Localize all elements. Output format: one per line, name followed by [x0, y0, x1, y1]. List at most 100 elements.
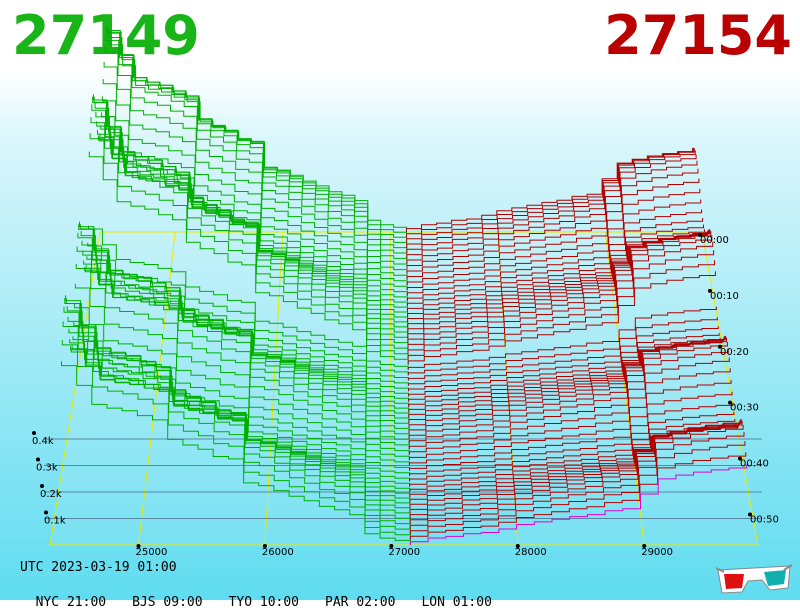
time-tick-mark: [698, 233, 702, 237]
ask-depth-line: [409, 424, 744, 524]
bid-depth-line: [103, 61, 408, 270]
time-tick-label: 00:10: [710, 291, 739, 302]
ask-depth-line: [407, 333, 720, 386]
x-tick-label: 25000: [136, 547, 168, 558]
z-tick-label: 0.4k: [32, 436, 54, 447]
ask-depth-line: [408, 337, 721, 392]
bid-depth-line: [105, 35, 408, 259]
ask-depth-line: [407, 232, 707, 312]
z-tick-label: 0.2k: [40, 489, 62, 500]
bid-depth-line: [91, 104, 409, 349]
3d-glasses-icon[interactable]: [714, 562, 794, 600]
bid-depth-line: [89, 133, 409, 360]
bid-depth-line: [102, 79, 408, 275]
ask-depth-line: [408, 357, 730, 445]
ask-depth-line: [407, 306, 717, 370]
z-tick-label: 0.3k: [36, 463, 58, 474]
ask-depth-line: [406, 229, 705, 301]
bid-depth-line: [61, 361, 411, 545]
bid-depth-line: [65, 298, 411, 514]
ask-depth-line: [408, 368, 731, 450]
ask-depth-line: [408, 342, 728, 434]
time-tick-mark: [708, 288, 712, 293]
ask-depth-line: [409, 425, 738, 492]
z-tick-mark: [40, 484, 44, 488]
bid-depth-line: [74, 303, 410, 461]
time-tick-mark: [738, 456, 742, 461]
bid-depth-line: [78, 224, 410, 434]
world-clock: NYC 21:00 BJS 09:00 TYO 10:00 PAR 02:00 LON …: [20, 580, 518, 610]
time-tick-label: 00:20: [720, 347, 749, 358]
ask-depth-line: [408, 391, 733, 461]
bid-depth-line: [74, 283, 410, 455]
chart-labels: 25000 26000 27000 28000 29000 0.1k 0.2k 0.3k 0.4…: [32, 233, 779, 558]
ask-depth-line: [406, 199, 702, 280]
ask-depth-line: [407, 260, 715, 360]
time-tick-label: 00:30: [730, 403, 759, 414]
x-tick-label: 26000: [262, 547, 294, 558]
bid-depth-line: [92, 94, 409, 339]
city-time-nyc: NYC 21:00: [35, 595, 107, 610]
ask-depth-line: [406, 188, 701, 275]
bid-depth-line: [88, 151, 409, 365]
bid-depth-series: [61, 25, 411, 545]
price-tick-mark: [642, 544, 647, 548]
ask-depth-line: [406, 178, 700, 270]
ask-depth-line: [408, 337, 727, 429]
ask-depth-line: [406, 209, 703, 286]
ask-depth-line: [407, 271, 716, 365]
bid-depth-line: [62, 321, 411, 535]
utc-time: UTC 2023-03-19 01:00: [20, 560, 177, 575]
bid-depth-line: [75, 264, 410, 450]
bid-depth-line: [64, 298, 411, 524]
ask-depth-line: [408, 339, 722, 397]
x-tick-label: 28000: [515, 547, 547, 558]
ask-depth-line: [406, 147, 694, 238]
ask-depth-line: [408, 336, 726, 418]
x-tick-label: 27000: [388, 547, 420, 558]
time-tick-label: 00:00: [700, 235, 729, 246]
ask-depth-line: [406, 154, 697, 254]
ask-depth-line: [409, 464, 748, 545]
ask-depth-line: [409, 423, 737, 482]
ask-depth-line: [407, 241, 714, 349]
ask-depth-line: [409, 420, 743, 519]
ask-depth-line: [407, 229, 710, 328]
bid-depth-line: [96, 121, 409, 317]
ask-depth-line: [406, 148, 693, 232]
ask-depth-line: [409, 419, 741, 508]
bid-depth-line: [100, 125, 408, 291]
bid-depth-line: [79, 224, 410, 423]
ask-depth-line: [406, 231, 706, 307]
ask-depth-line: [407, 230, 709, 323]
z-tick-mark: [44, 510, 48, 515]
bid-depth-line: [79, 221, 410, 429]
ask-depth-line: [407, 231, 712, 339]
bid-depth-line: [88, 225, 409, 370]
ask-depth-line: [406, 148, 695, 243]
bid-depth-line: [108, 32, 407, 238]
ask-depth-line: [406, 168, 699, 264]
time-tick-mark: [728, 400, 732, 405]
ask-depth-line: [406, 150, 696, 248]
bid-depth-line: [99, 133, 408, 296]
bid-depth-line: [65, 295, 411, 519]
price-tick-mark: [262, 544, 267, 548]
bid-depth-line: [67, 316, 411, 503]
time-tick-label: 00:50: [750, 514, 779, 525]
ask-depth-line: [407, 317, 718, 376]
ask-depth-line: [409, 431, 745, 530]
time-tick-label: 00:40: [740, 459, 769, 470]
bid-depth-line: [87, 242, 409, 376]
ask-depth-line: [409, 441, 746, 535]
ask-depth-line: [409, 421, 740, 503]
time-tick-mark: [748, 512, 752, 517]
price-tick-mark: [136, 544, 141, 548]
ask-depth-line: [408, 348, 729, 439]
ask-depth-series: [406, 147, 748, 545]
bid-depth-line: [82, 251, 410, 408]
price-tick-mark: [389, 544, 394, 548]
ask-depth-line: [407, 326, 719, 381]
bid-depth-line: [61, 340, 411, 540]
